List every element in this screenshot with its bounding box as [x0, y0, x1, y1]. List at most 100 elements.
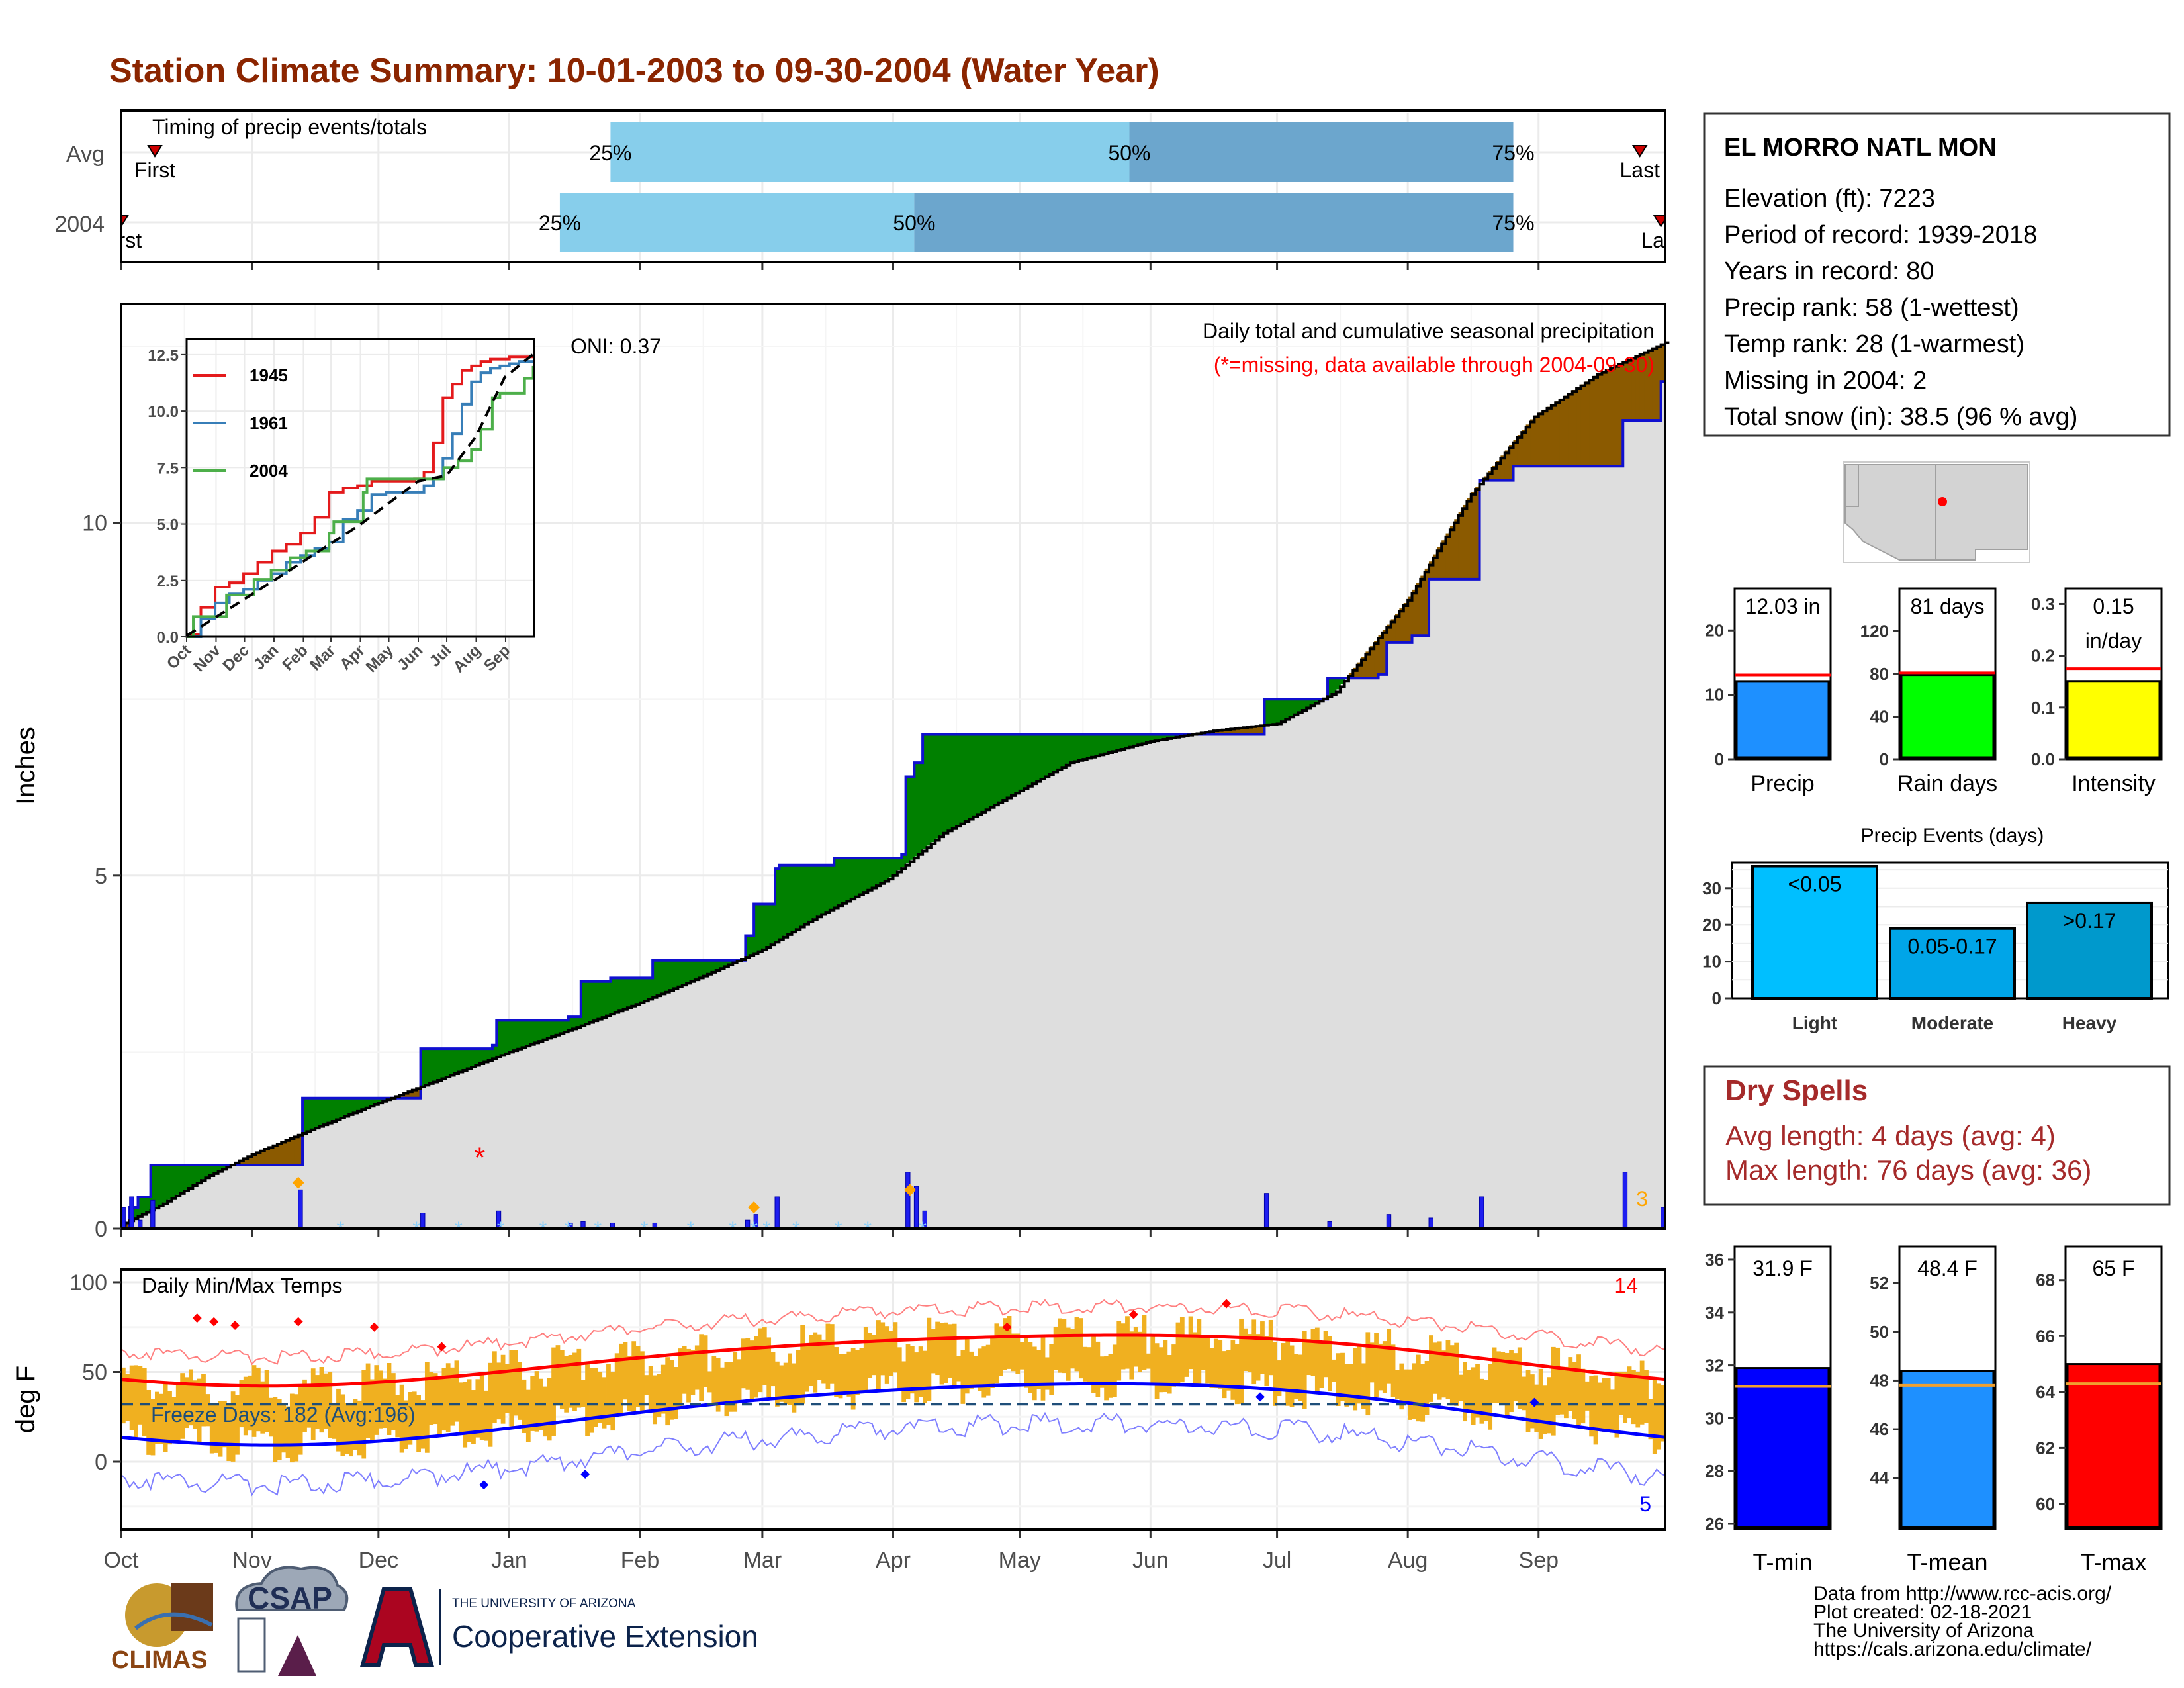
daily-temp-range-bar	[1475, 1364, 1480, 1418]
daily-temp-range-bar	[361, 1370, 367, 1459]
daily-temp-range-bar	[125, 1374, 130, 1421]
summary-tick-label: 80	[1870, 664, 1889, 684]
above-avg-fill	[479, 1049, 484, 1063]
above-avg-fill	[1289, 699, 1295, 716]
temp-summary-tick-label: 68	[2036, 1270, 2055, 1290]
daily-temp-range-bar	[1525, 1370, 1531, 1432]
daily-temp-range-bar	[1496, 1351, 1501, 1403]
daily-temp-range-bar	[1154, 1343, 1160, 1399]
month-axis: Oct Nov Dec Jan Feb Mar Apr May Jun Jul Aug Sep	[104, 1548, 1559, 1573]
last-event-label: Last	[1620, 158, 1661, 182]
above-avg-fill	[635, 978, 641, 1004]
below-avg-fill	[1234, 728, 1240, 735]
daily-temp-range-bar	[893, 1322, 898, 1373]
below-avg-fill	[1251, 726, 1257, 735]
above-avg-fill	[1146, 734, 1151, 743]
csap-mountain-icon	[278, 1635, 316, 1676]
below-avg-fill	[416, 1088, 422, 1098]
daily-temp-range-bar	[251, 1365, 257, 1437]
daily-temp-range-bar	[315, 1375, 320, 1429]
daily-temp-range-bar	[1024, 1338, 1028, 1388]
daily-temp-range-bar	[424, 1362, 430, 1453]
summary-value-label: 81 days	[1910, 594, 1984, 618]
above-avg-fill	[1277, 699, 1282, 723]
daily-temp-range-bar	[707, 1371, 712, 1393]
below-avg-fill	[1652, 348, 1657, 420]
daily-temp-range-bar	[437, 1377, 442, 1434]
temp-plot	[120, 1299, 1666, 1497]
above-avg-fill	[897, 858, 902, 870]
daily-temp-range-bar	[872, 1335, 877, 1376]
daily-temp-range-bar	[1580, 1368, 1586, 1424]
daily-temp-range-bar	[754, 1336, 758, 1398]
above-avg-fill	[935, 734, 940, 839]
above-avg-fill	[1133, 734, 1138, 746]
station-period: Period of record: 1939-2018	[1724, 221, 2037, 249]
dry-spells-avg: Avg length: 4 days (avg: 4)	[1725, 1120, 2056, 1151]
above-avg-fill	[825, 865, 831, 912]
above-avg-fill	[184, 1165, 189, 1190]
daily-temp-range-bar	[985, 1344, 991, 1396]
above-avg-fill	[850, 858, 856, 898]
above-avg-fill	[175, 1165, 181, 1195]
station-name: EL MORRO NATL MON	[1724, 134, 1997, 162]
temp-summary-bar-T-min	[1735, 1367, 1830, 1528]
above-avg-fill	[306, 1098, 312, 1131]
above-avg-fill	[555, 1020, 561, 1035]
daily-temp-range-bar	[522, 1379, 527, 1434]
inset-tick-label-x: Dec	[220, 641, 253, 675]
daily-temp-range-bar	[1201, 1335, 1206, 1370]
below-avg-fill	[408, 1090, 413, 1098]
station-snow: Total snow (in): 38.5 (96 % avg)	[1724, 403, 2077, 431]
timing-p50-label: 50%	[1108, 141, 1150, 165]
daily-temp-range-bar	[214, 1405, 219, 1453]
below-avg-fill	[269, 1147, 274, 1166]
below-avg-fill	[1538, 412, 1543, 467]
daily-temp-range-bar	[559, 1350, 565, 1409]
daily-temp-range-bar	[724, 1362, 729, 1417]
daily-temp-range-bar	[952, 1323, 957, 1385]
above-avg-fill	[948, 734, 953, 830]
daily-temp-range-bar	[500, 1354, 506, 1424]
daily-temp-range-bar	[1302, 1331, 1307, 1409]
above-avg-fill	[310, 1098, 316, 1129]
inset-tick-label-x: Jan	[250, 641, 282, 673]
timing-p25-label: 25%	[589, 141, 631, 165]
precip-tick-label: 0	[95, 1217, 107, 1242]
ua-logo: THE UNIVERSITY OF ARIZONA Cooperative Ex…	[360, 1587, 758, 1667]
above-avg-fill	[1011, 734, 1016, 795]
above-avg-fill	[585, 981, 590, 1023]
record-low-marker	[1529, 1397, 1539, 1407]
above-avg-fill	[1273, 699, 1278, 724]
month-tick-label: Jan	[491, 1548, 527, 1573]
credit-line-4: https://cals.arizona.edu/climate/	[1813, 1638, 2092, 1660]
below-avg-fill	[1627, 359, 1632, 420]
daily-temp-range-bar	[585, 1364, 590, 1436]
above-avg-fill	[534, 1020, 539, 1043]
record-low-marker	[479, 1480, 489, 1490]
daily-temp-range-bar	[809, 1335, 813, 1387]
above-avg-fill	[699, 960, 704, 978]
climas-text: CLIMAS	[111, 1646, 208, 1674]
temp-summary-tick-label: 30	[1705, 1408, 1724, 1428]
summary-category-label: Precip	[1751, 771, 1814, 796]
timing-bar-lower	[610, 122, 1130, 182]
above-avg-fill	[977, 734, 982, 814]
above-avg-fill	[1302, 699, 1307, 710]
daily-temp-range-bar	[184, 1377, 189, 1429]
below-avg-fill	[1572, 390, 1577, 467]
credit-line-1: Data from http://www.rcc-acis.org/	[1813, 1583, 2112, 1605]
daily-temp-range-bar	[1517, 1347, 1522, 1409]
inset-tick-label-y: 12.5	[148, 347, 179, 365]
snowfall-marker	[748, 1201, 760, 1214]
daily-temp-range-bar	[269, 1397, 273, 1437]
inset-tick-label-y: 5.0	[157, 516, 179, 534]
daily-temp-range-bar	[429, 1372, 434, 1425]
above-avg-fill	[931, 734, 936, 843]
daily-temp-range-bar	[1572, 1362, 1577, 1419]
daily-temp-range-bar	[1644, 1370, 1649, 1423]
below-avg-fill	[1416, 583, 1421, 636]
record-low-marker	[580, 1469, 590, 1479]
above-avg-fill	[1125, 734, 1130, 748]
below-avg-fill	[1559, 398, 1565, 467]
